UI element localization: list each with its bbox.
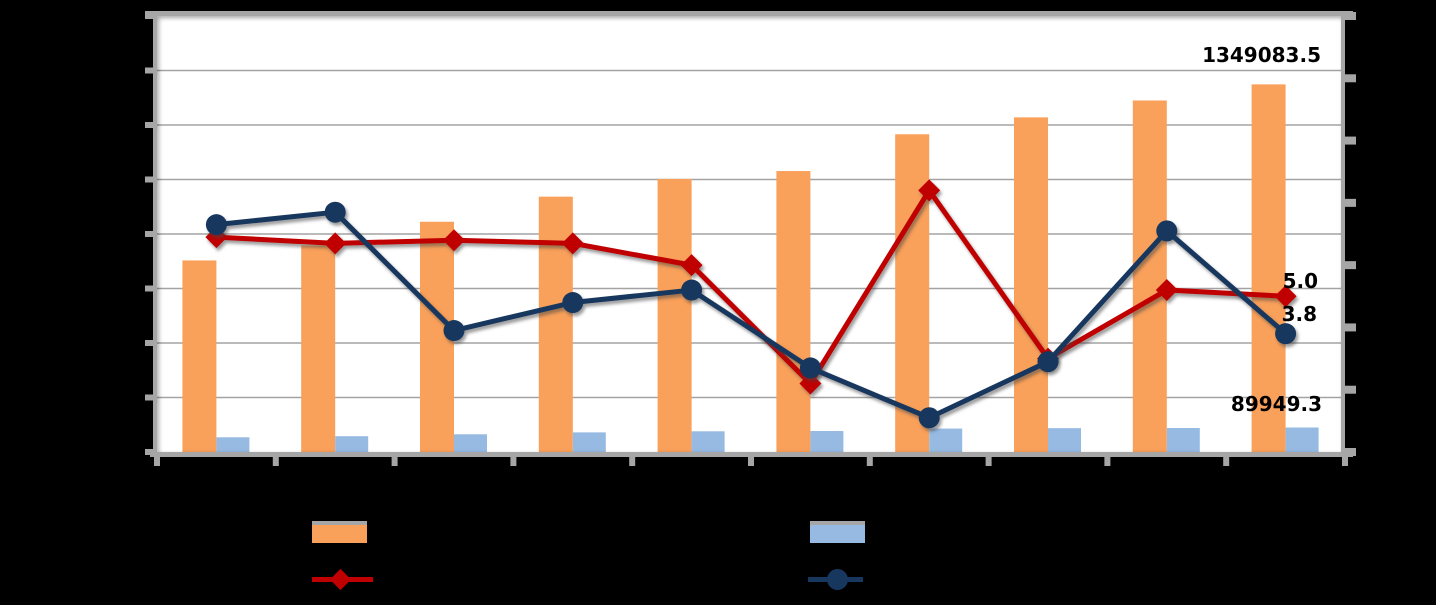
data-label-red-line-final: 5.0 [1282,269,1318,293]
legend-swatch-orange-bar-icon [312,521,367,543]
legend-navy-circle-marker-icon [827,569,848,590]
data-label-blue-bar-final: 89949.3 [1230,392,1322,416]
data-label-orange-bar-final: 1349083.5 [1202,43,1321,67]
legend-swatch-lightblue-bar-icon [810,521,865,543]
data-label-navy-line-final: 3.8 [1281,302,1317,326]
